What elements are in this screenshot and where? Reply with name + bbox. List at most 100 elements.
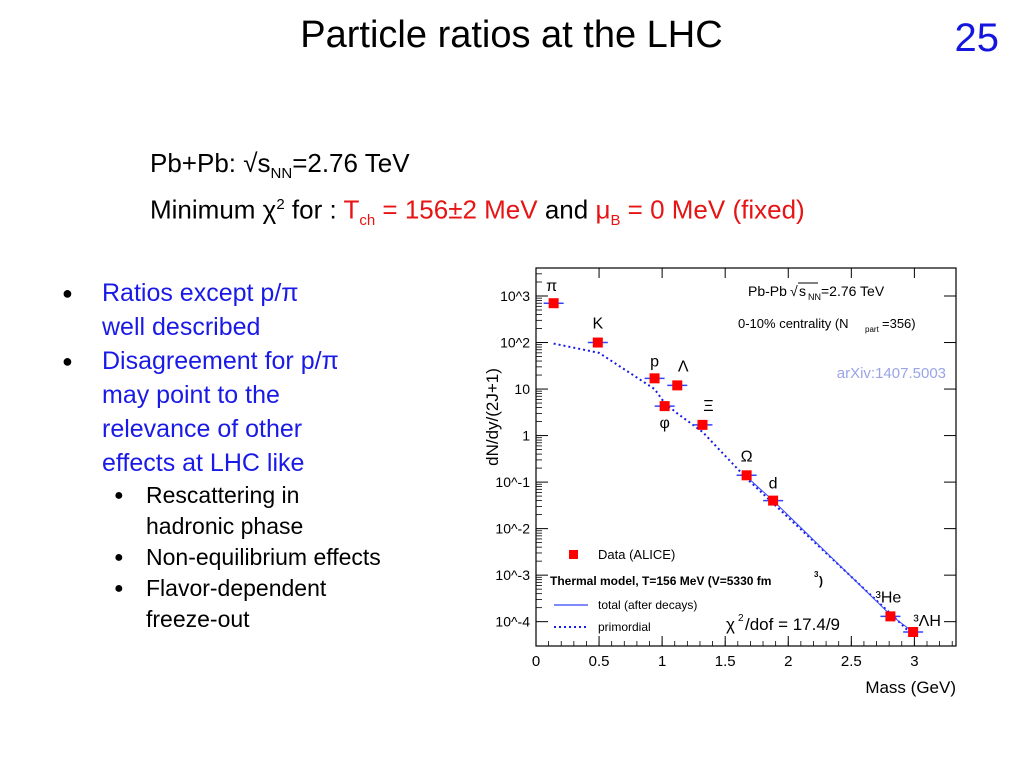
subtitle-line2-prefix: Minimum χ xyxy=(150,194,277,225)
data-point-label: φ xyxy=(659,415,669,432)
data-point-label: Ξ xyxy=(703,398,713,415)
legend-model-label: Thermal model, T=156 MeV (V=5330 fm xyxy=(550,574,771,588)
bullet-text: relevance of other xyxy=(102,415,303,443)
bullet-list: ● Ratios except p/π well described ● Dis… xyxy=(62,276,452,635)
bullet-text: Ratios except p/π xyxy=(102,279,299,307)
arxiv-link: arXiv:1407.5003 xyxy=(837,365,946,382)
total-line xyxy=(746,476,914,633)
data-point-label: K xyxy=(592,316,603,333)
subtitle-line1-suffix: =2.76 TeV xyxy=(292,148,410,178)
data-point xyxy=(649,373,660,384)
x-tick-label: 2 xyxy=(784,653,792,670)
sub-bullet-text: Non-equilibrium effects xyxy=(146,544,381,570)
y-tick-label: 10^-4 xyxy=(495,614,530,630)
sub-bullet-item-2: ● Non-equilibrium effects xyxy=(62,542,452,573)
chi2-value: /dof = 17.4/9 xyxy=(745,615,840,634)
data-point xyxy=(741,470,752,481)
subtitle-line1-prefix: Pb+Pb: √s xyxy=(150,148,271,178)
subtitle-mu-value: = 0 MeV (fixed) xyxy=(620,194,805,225)
subtitle-mu: μ xyxy=(595,194,611,225)
subtitle-t-value: = 156±2 MeV xyxy=(375,194,538,225)
y-tick-label: 10^-2 xyxy=(495,521,530,537)
plot-header-line2-pre: 0-10% centrality (N xyxy=(738,316,849,331)
plot-header-line2-post: =356) xyxy=(882,316,916,331)
sub-bullet-text: freeze-out xyxy=(146,606,250,632)
data-point xyxy=(697,419,708,430)
bullet-text: Disagreement for p/π xyxy=(102,347,339,375)
y-tick-label: 10^3 xyxy=(500,288,530,304)
bullet-dot-icon: ● xyxy=(114,549,124,566)
x-tick-label: 0 xyxy=(532,653,540,670)
primordial-line xyxy=(553,342,914,637)
plot-header-line1-pre: Pb-Pb xyxy=(748,283,787,299)
sub-bullet-item-3: ● Flavor-dependent freeze-out xyxy=(62,573,452,635)
legend-data-marker xyxy=(569,550,578,559)
chi2-sup: 2 xyxy=(738,613,744,624)
data-point xyxy=(672,380,683,391)
y-tick-label: 10^-3 xyxy=(495,567,530,583)
plot-frame xyxy=(535,267,957,647)
y-tick-label: 10^2 xyxy=(500,335,530,351)
legend-primordial-label: primordial xyxy=(598,620,651,634)
data-point-label: Ω xyxy=(741,448,753,465)
data-point xyxy=(592,337,603,348)
data-point-label: d xyxy=(769,476,778,493)
sub-bullet-item-1: ● Rescattering in hadronic phase xyxy=(62,480,452,542)
chi2-symbol: χ xyxy=(726,615,735,634)
x-axis-label: Mass (GeV) xyxy=(865,678,956,697)
x-tick-label: 2.5 xyxy=(841,653,862,670)
y-tick-label: 10 xyxy=(514,381,530,397)
y-axis-label: dN/dy/(2J+1) xyxy=(483,368,502,466)
y-tick-label: 1 xyxy=(522,428,530,444)
plot-header-line1-root: s xyxy=(799,283,806,299)
x-tick-label: 1 xyxy=(658,653,666,670)
subtitle-line2-sup: 2 xyxy=(276,196,285,214)
subtitle-t-sub: ch xyxy=(359,212,376,230)
data-point xyxy=(885,611,896,622)
sub-bullet-text: hadronic phase xyxy=(146,513,304,539)
subtitle-line2-for: for : xyxy=(284,194,344,225)
sub-bullet-text: Rescattering in xyxy=(146,482,300,508)
bullet-item-1: ● Ratios except p/π well described xyxy=(62,276,452,344)
root-icon: √ xyxy=(790,283,798,299)
legend-data-label: Data (ALICE) xyxy=(598,547,675,562)
bullet-dot-icon: ● xyxy=(114,487,124,504)
plot-header-line2-sub: part xyxy=(865,325,880,334)
bullet-dot-icon: ● xyxy=(114,580,124,597)
bullet-dot-icon: ● xyxy=(62,351,73,371)
data-point-label: ³ΛH xyxy=(913,613,941,630)
data-point xyxy=(908,626,919,637)
bullet-text: well described xyxy=(102,313,261,341)
subtitle-line-1: Pb+Pb: √sNN=2.76 TeV xyxy=(150,148,805,189)
legend-model-close: ) xyxy=(819,574,823,588)
subtitle-t: T xyxy=(343,194,360,225)
x-tick-label: 0.5 xyxy=(589,653,610,670)
legend-model-sup: 3 xyxy=(814,570,819,579)
y-tick-label: 10^-1 xyxy=(495,474,530,490)
data-point-label: π xyxy=(546,278,557,295)
bullet-text: effects at LHC like xyxy=(102,449,305,477)
data-point xyxy=(659,401,670,412)
legend-total-label: total (after decays) xyxy=(598,598,697,612)
data-point xyxy=(548,298,559,309)
slide-number: 25 xyxy=(954,16,1000,60)
subtitle-mu-sub: B xyxy=(610,212,621,230)
bullet-dot-icon: ● xyxy=(62,283,73,303)
data-point-label: p xyxy=(650,353,659,370)
subtitle-and: and xyxy=(537,194,596,225)
data-point xyxy=(768,495,779,506)
x-tick-label: 3 xyxy=(910,653,918,670)
bullet-text: may point to the xyxy=(102,381,280,409)
subtitle-line-2: Minimum χ2 for : Tch = 156±2 MeV and μB … xyxy=(150,189,805,236)
x-tick-label: 1.5 xyxy=(715,653,736,670)
plot-header-line1-post: =2.76 TeV xyxy=(821,283,885,299)
plot-header-line1-sub: NN xyxy=(808,292,821,302)
slide-title: Particle ratios at the LHC xyxy=(300,14,723,56)
subtitle-block: Pb+Pb: √sNN=2.76 TeV Minimum χ2 for : Tc… xyxy=(150,148,805,236)
bullet-item-2: ● Disagreement for p/π may point to the … xyxy=(62,344,452,480)
subtitle-line1-sub: NN xyxy=(270,165,293,183)
data-point-label: ³He xyxy=(876,589,902,606)
data-point-label: Λ xyxy=(678,358,689,375)
sub-bullet-text: Flavor-dependent xyxy=(146,575,327,601)
